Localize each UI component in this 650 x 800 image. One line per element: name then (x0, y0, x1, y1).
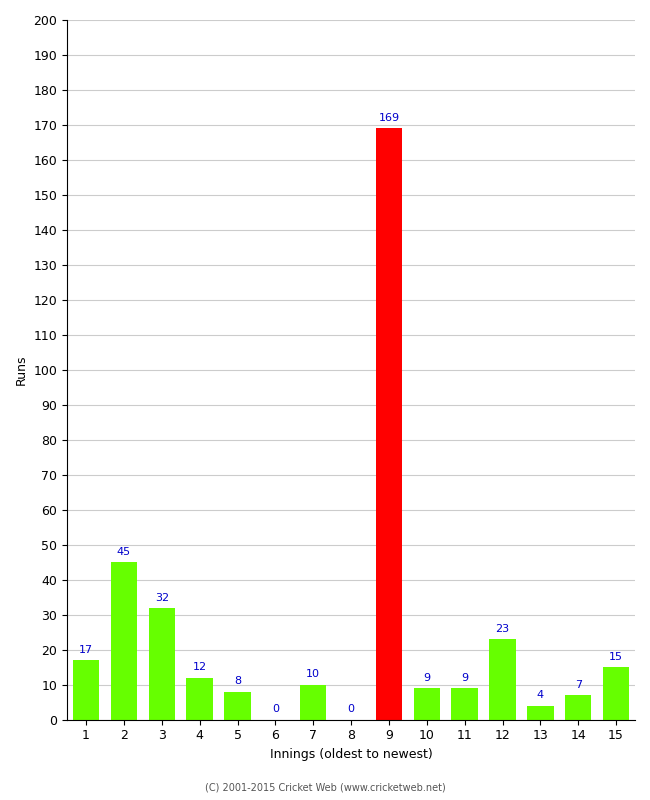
Bar (376, 129, 402, 720)
Text: 7: 7 (575, 680, 582, 690)
Text: 45: 45 (117, 547, 131, 557)
Bar (73, 660, 99, 720)
Text: 23: 23 (495, 624, 510, 634)
Text: 32: 32 (155, 593, 169, 602)
Bar (527, 706, 554, 720)
Text: 0: 0 (348, 705, 355, 714)
Text: 10: 10 (306, 670, 320, 679)
Bar (565, 695, 592, 720)
Bar (451, 688, 478, 720)
Bar (187, 678, 213, 720)
Text: 0: 0 (272, 705, 279, 714)
Y-axis label: Runs: Runs (15, 354, 28, 385)
Text: (C) 2001-2015 Cricket Web (www.cricketweb.net): (C) 2001-2015 Cricket Web (www.cricketwe… (205, 782, 445, 792)
Bar (224, 692, 251, 720)
Bar (603, 667, 629, 720)
Bar (489, 639, 515, 720)
X-axis label: Innings (oldest to newest): Innings (oldest to newest) (270, 748, 432, 761)
Text: 9: 9 (461, 673, 468, 683)
Bar (149, 608, 175, 720)
Text: 169: 169 (378, 114, 400, 123)
Text: 12: 12 (192, 662, 207, 673)
Text: 15: 15 (609, 652, 623, 662)
Bar (413, 688, 440, 720)
Text: 8: 8 (234, 677, 241, 686)
Bar (111, 562, 137, 720)
Text: 9: 9 (423, 673, 430, 683)
Bar (300, 685, 326, 720)
Text: 17: 17 (79, 645, 93, 655)
Text: 4: 4 (537, 690, 544, 701)
